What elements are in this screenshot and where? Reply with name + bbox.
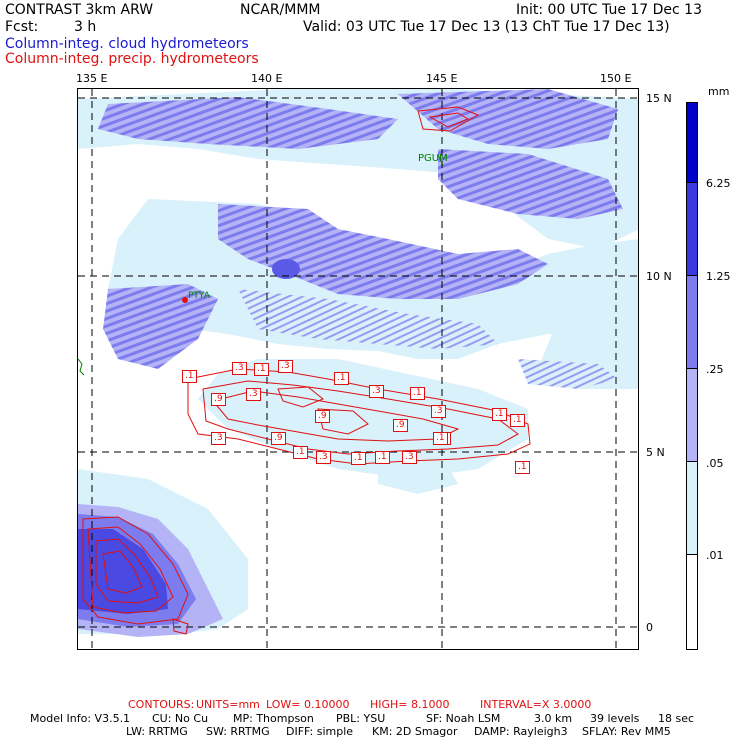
southwest-storm-shading [78, 504, 223, 637]
cloud-core-spot [272, 259, 300, 279]
legend-swatch [686, 182, 698, 275]
contour-label: .1 [254, 363, 269, 376]
field-cloud-title: Column-integ. cloud hydrometeors [5, 36, 249, 52]
footer-sflay: SFLAY: Rev MM5 [582, 725, 671, 738]
station-ptya-marker [182, 297, 188, 303]
legend-level-6-25: 6.25 [706, 177, 731, 190]
footer-interval: INTERVAL=X 3.0000 [480, 698, 592, 711]
map-panel: PGUM PTYA .1.3.1.3.1.3.1.1.1.9.3.9.3.9.3… [77, 88, 639, 650]
coastline [78, 358, 85, 376]
legend-level-1-25: 1.25 [706, 270, 731, 283]
contour-label: .1 [182, 370, 197, 383]
lat-label-5: 5 N [646, 446, 665, 459]
contour-label: .1 [510, 414, 525, 427]
footer-low: LOW= 0.10000 [266, 698, 350, 711]
contour-label: .9 [211, 393, 226, 406]
contour-label: .3 [211, 432, 226, 445]
legend-swatch [686, 554, 698, 650]
legend-unit: mm [708, 85, 730, 98]
contour-label: .9 [271, 432, 286, 445]
lon-label-145: 145 E [426, 72, 458, 85]
contour-label: .3 [431, 405, 446, 418]
footer-sf: SF: Noah LSM [426, 712, 501, 725]
cloud-medium-shading [98, 89, 623, 389]
contour-label: .1 [334, 372, 349, 385]
footer-km: KM: 2D Smagor [372, 725, 458, 738]
footer-timestep: 18 sec [658, 712, 695, 725]
field-precip-title: Column-integ. precip. hydrometeors [5, 51, 259, 67]
footer-contours-label: CONTOURS: [128, 698, 195, 711]
contour-label: .1 [375, 451, 390, 464]
footer-pbl: PBL: YSU [336, 712, 386, 725]
legend-level-0-01: .01 [706, 549, 724, 562]
station-pgum-label: PGUM [418, 153, 448, 164]
legend-level-0-25: .25 [706, 363, 724, 376]
contour-label: .9 [315, 410, 330, 423]
footer-damp: DAMP: Rayleigh3 [474, 725, 568, 738]
lon-label-150: 150 E [600, 72, 632, 85]
forecast-hour: 3 h [74, 19, 97, 35]
footer-diff: DIFF: simple [286, 725, 354, 738]
footer-mp: MP: Thompson [233, 712, 314, 725]
contour-label: .1 [293, 446, 308, 459]
station-pgum-marker [437, 154, 444, 166]
contour-label: .1 [433, 432, 448, 445]
contour-label: .1 [492, 408, 507, 421]
footer-lw: LW: RRTMG [126, 725, 188, 738]
contour-label: .9 [393, 419, 408, 432]
footer-cu: CU: No Cu [152, 712, 209, 725]
footer-levels: 39 levels [590, 712, 640, 725]
legend-level-0-05: .05 [706, 457, 724, 470]
contour-label: .3 [369, 385, 384, 398]
forecast-label: Fcst: [5, 19, 39, 35]
init-time: Init: 00 UTC Tue 17 Dec 13 [516, 2, 702, 18]
lat-label-15: 15 N [646, 92, 672, 105]
contour-label: .3 [246, 388, 261, 401]
lat-label-0: 0 [646, 621, 653, 634]
valid-time: Valid: 03 UTC Tue 17 Dec 13 (13 ChT Tue … [303, 19, 670, 35]
footer-model-info: Model Info: V3.5.1 [30, 712, 131, 725]
contour-label: .3 [402, 451, 417, 464]
lat-label-10: 10 N [646, 270, 672, 283]
contour-label: .1 [410, 387, 425, 400]
contour-label: .3 [232, 362, 247, 375]
station-ptya-label: PTYA [188, 291, 210, 301]
map-canvas [78, 89, 638, 649]
lon-label-135: 135 E [76, 72, 108, 85]
legend-swatch [686, 102, 698, 182]
center-name: NCAR/MMM [240, 2, 321, 18]
legend-swatch [686, 275, 698, 368]
contour-label: .3 [316, 451, 331, 464]
footer-resolution: 3.0 km [534, 712, 573, 725]
southwest-precip-contours [82, 516, 189, 635]
legend-swatch [686, 368, 698, 461]
contour-label: .1 [351, 452, 366, 465]
contour-label: .3 [278, 360, 293, 373]
legend-swatch [686, 461, 698, 554]
model-title: CONTRAST 3km ARW [5, 2, 154, 18]
footer-units: UNITS=mm [196, 698, 260, 711]
contour-label: .1 [515, 461, 530, 474]
footer-high: HIGH= 8.1000 [370, 698, 450, 711]
lon-label-140: 140 E [251, 72, 283, 85]
footer-sw: SW: RRTMG [206, 725, 270, 738]
